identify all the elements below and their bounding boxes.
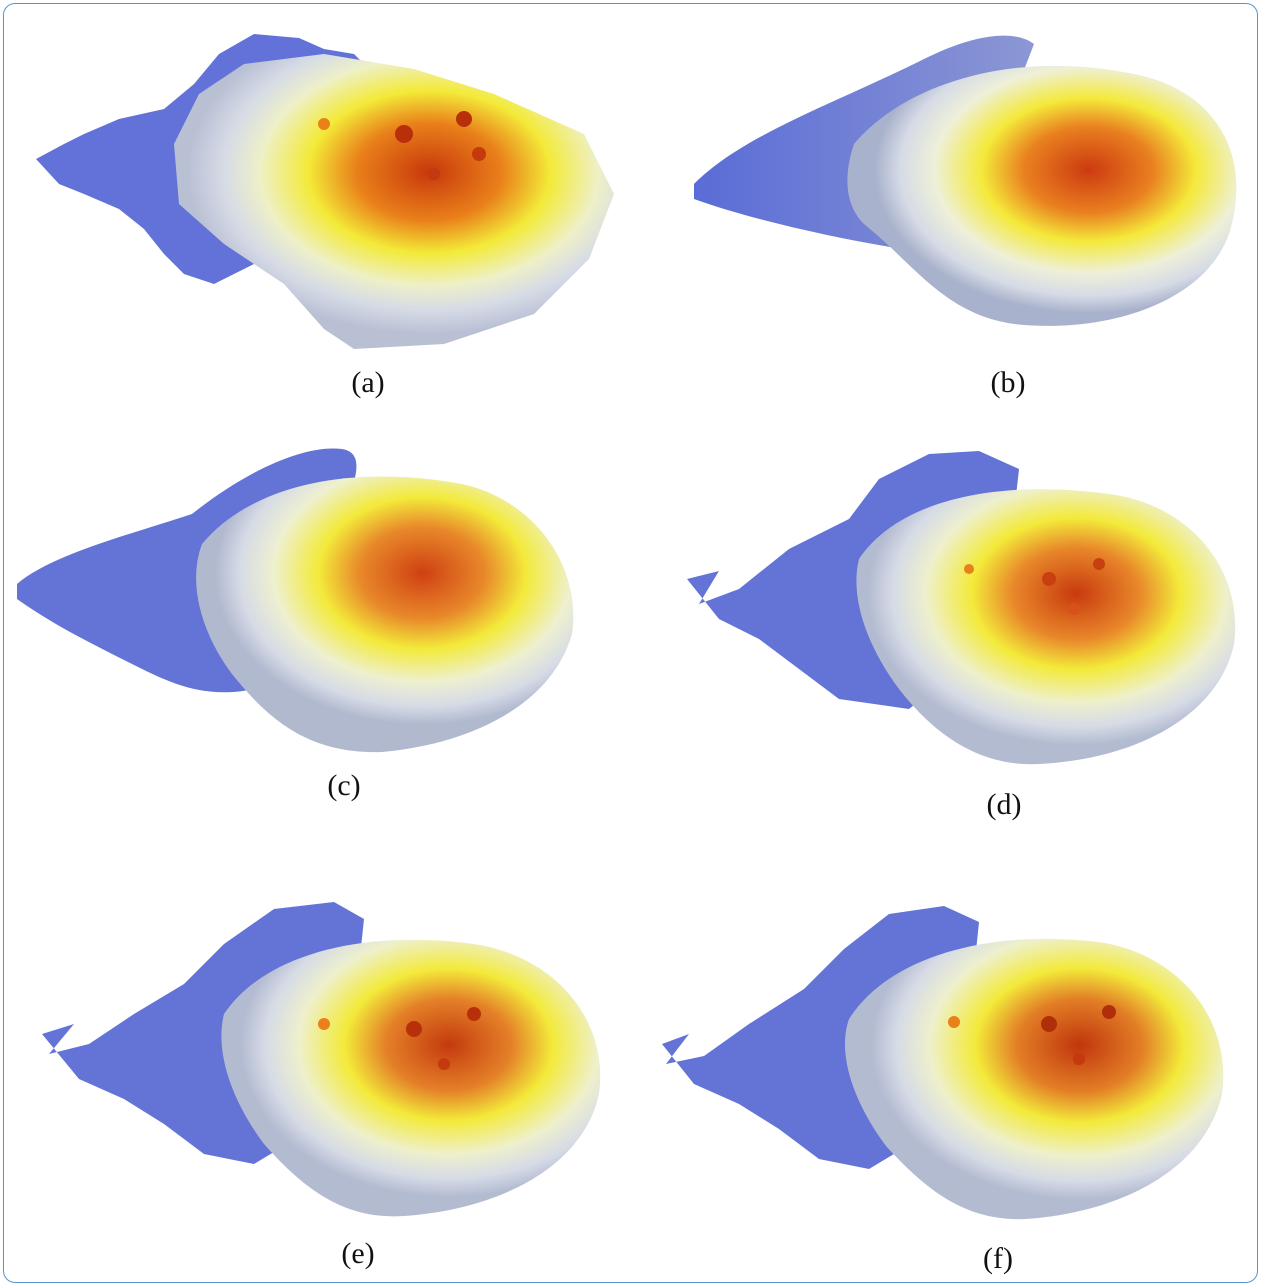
panel-d [679, 439, 1259, 779]
surface-render-d [687, 451, 1236, 765]
caption-a: (a) [351, 366, 385, 399]
panel-b [684, 24, 1244, 344]
figure-frame: (a) (b) [3, 3, 1258, 1283]
surface-render-b [694, 35, 1237, 326]
panel-a [24, 24, 624, 364]
caption-f: (f) [983, 1242, 1013, 1275]
surface-render-f [662, 906, 1224, 1220]
surface-render-a [36, 34, 614, 349]
caption-b: (b) [990, 366, 1026, 399]
panel-f [654, 884, 1244, 1234]
caption-e: (e) [341, 1237, 375, 1270]
caption-d: (d) [986, 788, 1022, 821]
panel-c [12, 434, 592, 764]
caption-c: (c) [327, 769, 361, 802]
panel-e [34, 884, 624, 1234]
surface-render-e [42, 902, 601, 1217]
surface-render-c [17, 448, 574, 753]
